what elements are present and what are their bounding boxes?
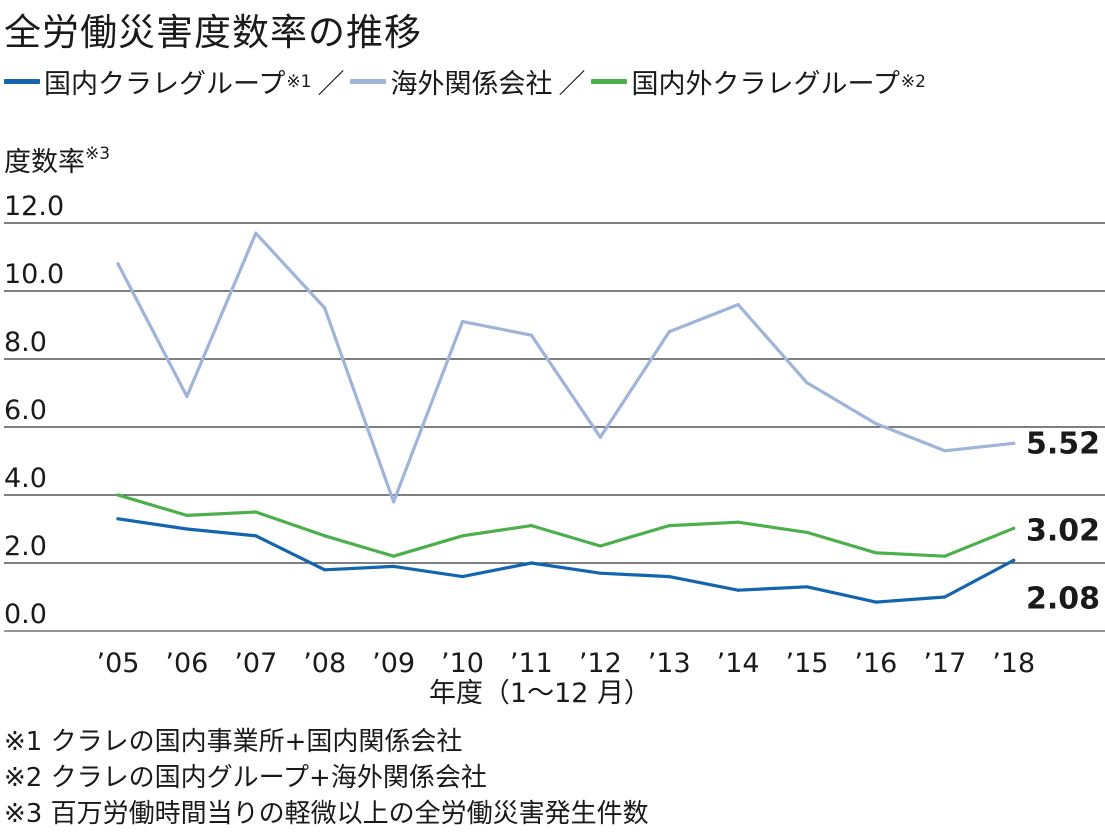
data-point (116, 517, 120, 521)
data-point (736, 303, 740, 307)
legend-item-domestic: 国内クラレグループ ※1 (4, 62, 311, 101)
data-point (1012, 558, 1016, 562)
data-point (392, 554, 396, 558)
footnote-1: ※1 クラレの国内事業所+国内関係会社 (4, 727, 463, 757)
data-point (460, 575, 465, 579)
data-point (254, 510, 258, 514)
data-point (392, 564, 396, 569)
y-tick-label: 8.0 (4, 327, 47, 358)
data-point (1012, 526, 1016, 530)
data-point (323, 568, 327, 572)
data-point (392, 500, 396, 504)
chart-title: 全労働災害度数率の推移 (4, 11, 422, 54)
data-point (185, 513, 189, 518)
data-point (667, 575, 671, 579)
series-line (116, 517, 1016, 604)
y-axis-label-text: 度数率 (4, 147, 85, 178)
y-tick-label: 6.0 (4, 395, 47, 426)
data-point (943, 449, 947, 453)
data-point (943, 595, 947, 599)
data-point (667, 330, 671, 334)
data-point (116, 493, 120, 497)
x-tick-label: ’15 (786, 648, 829, 679)
data-point (598, 571, 602, 575)
x-tick-label: ’16 (854, 648, 897, 679)
data-point (598, 544, 602, 548)
data-point (805, 585, 809, 589)
data-point (254, 231, 258, 235)
x-tick-label: ’13 (648, 648, 691, 679)
legend-swatch-domestic (4, 79, 40, 84)
data-point (874, 551, 878, 555)
legend-item-total: 国内外クラレグループ ※2 (591, 62, 926, 101)
data-point (323, 534, 327, 538)
data-point (874, 600, 878, 604)
data-label: 2.08 (1026, 581, 1100, 616)
x-tick-label: ’10 (441, 648, 484, 679)
data-point (736, 520, 740, 524)
series-line (116, 231, 1016, 504)
y-tick-label: 10.0 (4, 259, 64, 290)
legend-separator: ／ (558, 69, 586, 100)
data-point (943, 554, 947, 558)
y-tick-label: 0.0 (4, 599, 47, 630)
legend-note-total: ※2 (900, 71, 926, 92)
data-point (598, 435, 602, 439)
data-point (460, 320, 465, 324)
data-point (736, 588, 740, 592)
footnotes: ※1 クラレの国内事業所+国内関係会社 ※2 クラレの国内グループ+海外関係会社… (4, 724, 649, 832)
data-point (667, 524, 671, 528)
data-point (116, 262, 120, 266)
y-tick-label: 2.0 (4, 531, 47, 562)
x-tick-label: ’14 (717, 648, 760, 679)
data-point (323, 306, 327, 310)
legend-swatch-total (591, 79, 628, 84)
legend-label-total: 国内外クラレグループ (631, 69, 900, 100)
data-point (529, 561, 534, 565)
data-point (460, 534, 465, 538)
y-tick-label: 12.0 (4, 191, 64, 222)
data-point (1012, 441, 1016, 445)
data-point (874, 422, 878, 426)
data-point (805, 381, 809, 385)
y-axis-label: 度数率※3 (4, 140, 110, 179)
legend-separator: ／ (317, 69, 345, 100)
data-label: 3.02 (1026, 513, 1100, 548)
y-tick-label: 4.0 (4, 463, 47, 494)
data-point (185, 527, 189, 531)
data-point (185, 394, 189, 398)
y-axis-label-note: ※3 (85, 144, 111, 164)
chart-legend: 国内クラレグループ ※1 ／ 海外関係会社 ／ 国内外クラレグループ ※2 (4, 62, 926, 101)
x-tick-label: ’11 (510, 648, 553, 679)
data-point (529, 524, 534, 528)
legend-item-overseas: 海外関係会社 (350, 62, 552, 101)
x-tick-label: ’09 (372, 648, 415, 679)
x-tick-label: ’12 (579, 648, 622, 679)
x-tick-label: ’18 (992, 648, 1035, 679)
footnote-2: ※2 クラレの国内グループ+海外関係会社 (4, 763, 487, 793)
data-point (254, 534, 258, 538)
series-line (116, 493, 1016, 558)
legend-note-domestic: ※1 (286, 71, 312, 92)
x-tick-label: ’07 (234, 648, 277, 679)
legend-label-overseas: 海外関係会社 (390, 69, 553, 100)
data-label: 5.52 (1026, 426, 1100, 461)
x-tick-label: ’06 (165, 648, 208, 679)
x-axis-label: 年度（1〜12 月） (429, 678, 651, 709)
x-tick-label: ’17 (923, 648, 966, 679)
legend-label-domestic: 国内クラレグループ (44, 69, 286, 100)
data-point (529, 333, 534, 337)
x-tick-label: ’08 (303, 648, 346, 679)
data-point (805, 530, 809, 535)
x-tick-label: ’05 (97, 648, 140, 679)
legend-swatch-overseas (350, 79, 387, 84)
footnote-3: ※3 百万労働時間当りの軽微以上の全労働災害発生件数 (4, 799, 649, 829)
